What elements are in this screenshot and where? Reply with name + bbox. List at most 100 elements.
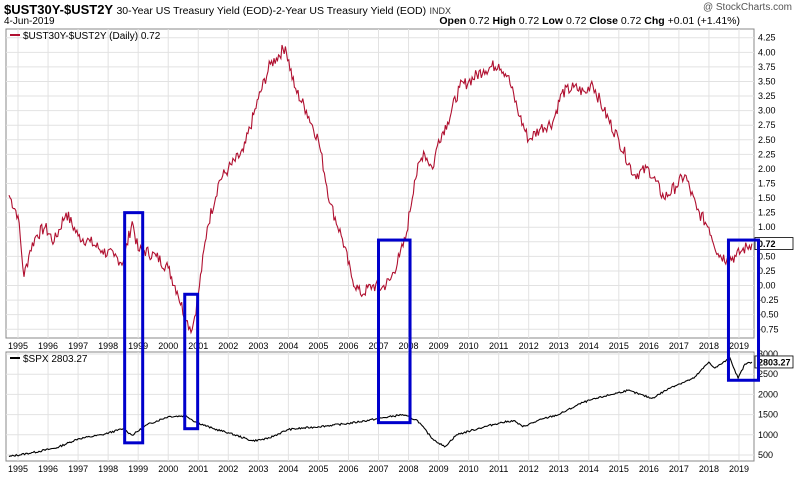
chart-date: 4-Jun-2019 [4,16,55,27]
spread-x-tick-label: 2002 [218,341,238,351]
spread-y-tick-label: 3.75 [758,62,776,72]
spread-x-tick-label: 2014 [579,341,599,351]
spread-x-tick-label: 1996 [38,341,58,351]
spx-x-tick-label: 1996 [38,464,58,474]
spx-x-tick-label: 2006 [338,464,358,474]
spread-y-tick-label: 4.25 [758,33,776,43]
spx-x-tick-label: 2010 [459,464,479,474]
spread-x-tick-label: 2011 [489,341,508,351]
symbol-description: 30-Year US Treasury Yield (EOD)-2-Year U… [116,5,427,17]
close-value: 0.72 [620,15,642,27]
spread-y-tick-label: 3.00 [758,106,776,116]
spx-x-tick-label: 1995 [8,464,28,474]
spread-x-tick-label: 2005 [308,341,328,351]
spx-x-tick-label: 2004 [278,464,298,474]
spread-x-tick-label: 1995 [8,341,28,351]
spread-y-tick-label: 0.25 [758,266,776,276]
spread-y-tick-label: 2.00 [758,164,776,174]
spread-y-tick-label: 4.00 [758,47,776,57]
brand-watermark: @ StockCharts.com [702,2,792,13]
open-label: Open [439,15,467,27]
spx-x-tick-label: 2015 [609,464,629,474]
spread-y-tick-label: 2.25 [758,149,776,159]
spread-x-tick-label: 2010 [459,341,479,351]
chg-label: Chg [644,15,665,27]
spx-panel-frame [5,351,755,462]
spread-x-tick-label: 2015 [609,341,629,351]
spread-x-tick-label: 2019 [729,341,749,351]
spread-x-tick-label: 2000 [158,341,178,351]
spread-y-tick-label: 0.50 [758,251,776,261]
spx-x-tick-label: 2019 [729,464,749,474]
spread-x-tick-label: 1997 [68,341,88,351]
highlight-box-1 [123,211,145,445]
spx-y-tick-label: 1000 [758,430,778,440]
spx-x-tick-label: 2009 [429,464,449,474]
spread-y-tick-label: 3.25 [758,91,776,101]
spx-y-tick-label: 2000 [758,389,778,399]
spx-x-tick-label: 2017 [669,464,689,474]
high-value: 0.72 [518,15,540,27]
spread-x-tick-label: 2006 [338,341,358,351]
spx-y-tick-label: 2500 [758,369,778,379]
spread-y-tick-label: 3.50 [758,76,776,86]
spread-y-tick-label: -0.75 [758,324,779,334]
spx-x-tick-label: 2000 [158,464,178,474]
spx-x-tick-label: 2013 [549,464,569,474]
spread-x-tick-label: 2009 [429,341,449,351]
spx-last-value-label: 2803.27 [758,357,791,367]
spread-series-line [8,44,753,335]
spx-x-tick-label: 2012 [519,464,539,474]
spx-y-tick-label: 1500 [758,410,778,420]
exchange-label: INDX [429,6,451,16]
spread-y-tick-label: 0.00 [758,281,776,291]
spx-x-tick-label: 1999 [128,464,148,474]
highlight-box-2 [183,292,200,431]
spread-x-tick-label: 2017 [669,341,689,351]
spread-y-tick-label: -0.50 [758,310,779,320]
close-label: Close [589,15,618,27]
spx-x-tick-label: 2001 [188,464,208,474]
spread-y-tick-label: -0.25 [758,295,779,305]
spx-series-line [8,357,753,458]
spx-x-tick-label: 1997 [68,464,88,474]
spread-last-value-label: 0.72 [758,239,776,249]
spread-x-tick-label: 2008 [399,341,419,351]
spread-x-tick-label: 2018 [699,341,719,351]
chg-value: +0.01 (+1.41%) [667,15,740,27]
ohlc-readout: Open 0.72 High 0.72 Low 0.72 Close 0.72 … [439,15,740,27]
spread-x-tick-label: 1999 [128,341,148,351]
spx-x-tick-label: 2005 [308,464,328,474]
highlight-box-3 [376,238,412,425]
spread-y-tick-label: 1.75 [758,179,776,189]
spx-y-tick-label: 3000 [758,349,778,359]
spx-x-tick-label: 2008 [399,464,419,474]
spread-y-tick-label: 1.00 [758,222,776,232]
open-value: 0.72 [469,15,490,27]
spread-y-tick-label: 1.50 [758,193,776,203]
spread-y-tick-label: 1.25 [758,208,776,218]
spx-x-tick-label: 2007 [368,464,388,474]
low-label: Low [542,15,564,27]
spread-x-tick-label: 2003 [248,341,268,351]
spread-y-tick-label: 2.50 [758,135,776,145]
spx-x-tick-label: 2016 [639,464,659,474]
symbol-title: $UST30Y-$UST2Y [4,2,114,17]
high-label: High [492,15,516,27]
spread-x-tick-label: 2012 [519,341,539,351]
spx-x-tick-label: 2003 [248,464,268,474]
spx-x-tick-label: 2018 [699,464,719,474]
chart-header: $UST30Y-$UST2Y 30-Year US Treasury Yield… [4,2,451,17]
spread-x-tick-label: 1998 [98,341,118,351]
spx-x-tick-label: 1998 [98,464,118,474]
spread-y-tick-label: 2.75 [758,120,776,130]
spx-x-tick-label: 2002 [218,464,238,474]
spx-legend-label: $SPX 2803.27 [23,354,88,365]
spx-last-value-box [754,355,794,369]
spread-last-value-box [754,237,794,250]
spx-x-tick-label: 2011 [489,464,508,474]
spx-y-tick-label: 500 [758,450,773,460]
spread-x-tick-label: 2016 [639,341,659,351]
highlight-box-4 [726,238,761,382]
spx-x-tick-label: 2014 [579,464,599,474]
